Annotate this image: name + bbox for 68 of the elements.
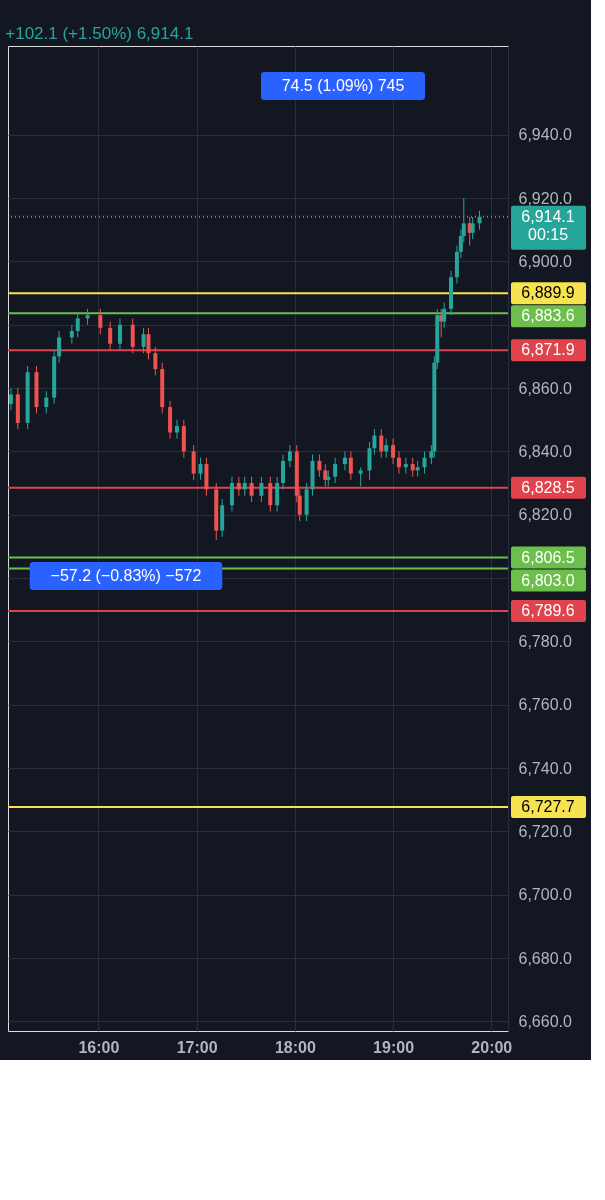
y-tick-label: 6,940.0 [518, 126, 572, 144]
ref-line-label: 6,828.5 [521, 478, 575, 496]
ref-line-label: 6,883.6 [521, 307, 575, 325]
candlestick [342, 450, 347, 471]
y-tick-label: 6,760.0 [518, 696, 572, 714]
y-tick-label: 6,720.0 [518, 822, 572, 840]
candlestick [391, 438, 396, 465]
candlestick [108, 321, 113, 351]
candlestick [117, 317, 122, 351]
candlestick [275, 476, 280, 513]
y-tick-label: 6,860.0 [518, 379, 572, 397]
y-tick-label: 6,680.0 [518, 949, 572, 967]
candlestick [191, 444, 196, 481]
candlestick [317, 454, 322, 478]
y-tick-label: 6,820.0 [518, 506, 572, 524]
ref-line-label: 6,789.6 [521, 602, 575, 620]
candlestick [379, 428, 384, 459]
candlestick [153, 346, 158, 376]
ref-line-label: 6,806.5 [521, 548, 575, 566]
x-tick-label: 17:00 [176, 1038, 218, 1056]
ref-line-label: 6,803.0 [521, 571, 575, 589]
x-tick-label: 16:00 [78, 1038, 120, 1056]
y-tick-label: 6,700.0 [518, 886, 572, 904]
x-tick-label: 20:00 [471, 1038, 513, 1056]
candlestick [287, 444, 292, 468]
candlestick [57, 330, 62, 364]
candlestick [396, 450, 401, 475]
candlestick [384, 438, 389, 459]
y-tick-label: 6,900.0 [518, 252, 572, 270]
candlestick [44, 390, 49, 414]
y-tick-label: 6,780.0 [518, 632, 572, 650]
annotation: −57.2 (−0.83%) −572 [50, 567, 202, 584]
y-tick-label: 6,740.0 [518, 759, 572, 777]
candlestick [442, 302, 447, 329]
candlestick [229, 476, 234, 513]
candlestick [422, 450, 427, 475]
candlestick [333, 457, 338, 484]
candlestick [198, 457, 203, 481]
annotation: 74.5 (1.09%) 745 [281, 77, 405, 94]
candlestick [141, 327, 146, 354]
candlestick [281, 454, 286, 490]
candlestick [8, 387, 13, 411]
candlestick [259, 476, 264, 503]
ref-line-label: 6,914.1 00:15 [521, 207, 575, 243]
y-tick-label: 6,660.0 [518, 1013, 572, 1030]
candlestick [372, 428, 377, 456]
candlestick [174, 419, 179, 440]
y-tick-label: 6,920.0 [518, 189, 572, 207]
candlestick [268, 476, 273, 513]
x-tick-label: 18:00 [274, 1038, 316, 1056]
candlestick [69, 324, 74, 345]
ref-line-label: 6,889.9 [521, 284, 575, 302]
candlestick [348, 450, 353, 481]
ref-line-label: 6,727.7 [521, 798, 575, 816]
candlestick [130, 317, 135, 354]
candlestick [358, 466, 363, 487]
chart-subtitle: +102.1 (+1.50%) 6,914.1 [5, 24, 194, 43]
candlestick [249, 476, 254, 503]
candlestick [98, 308, 103, 335]
y-tick-label: 6,840.0 [518, 442, 572, 460]
candlestick [242, 476, 247, 497]
candlestick [146, 327, 151, 361]
x-tick-label: 19:00 [373, 1038, 415, 1056]
candlestick [236, 476, 241, 497]
candlestick [410, 457, 415, 478]
ref-line-label: 6,871.9 [521, 341, 575, 359]
candlestick [367, 441, 372, 481]
candlestick [75, 311, 80, 338]
